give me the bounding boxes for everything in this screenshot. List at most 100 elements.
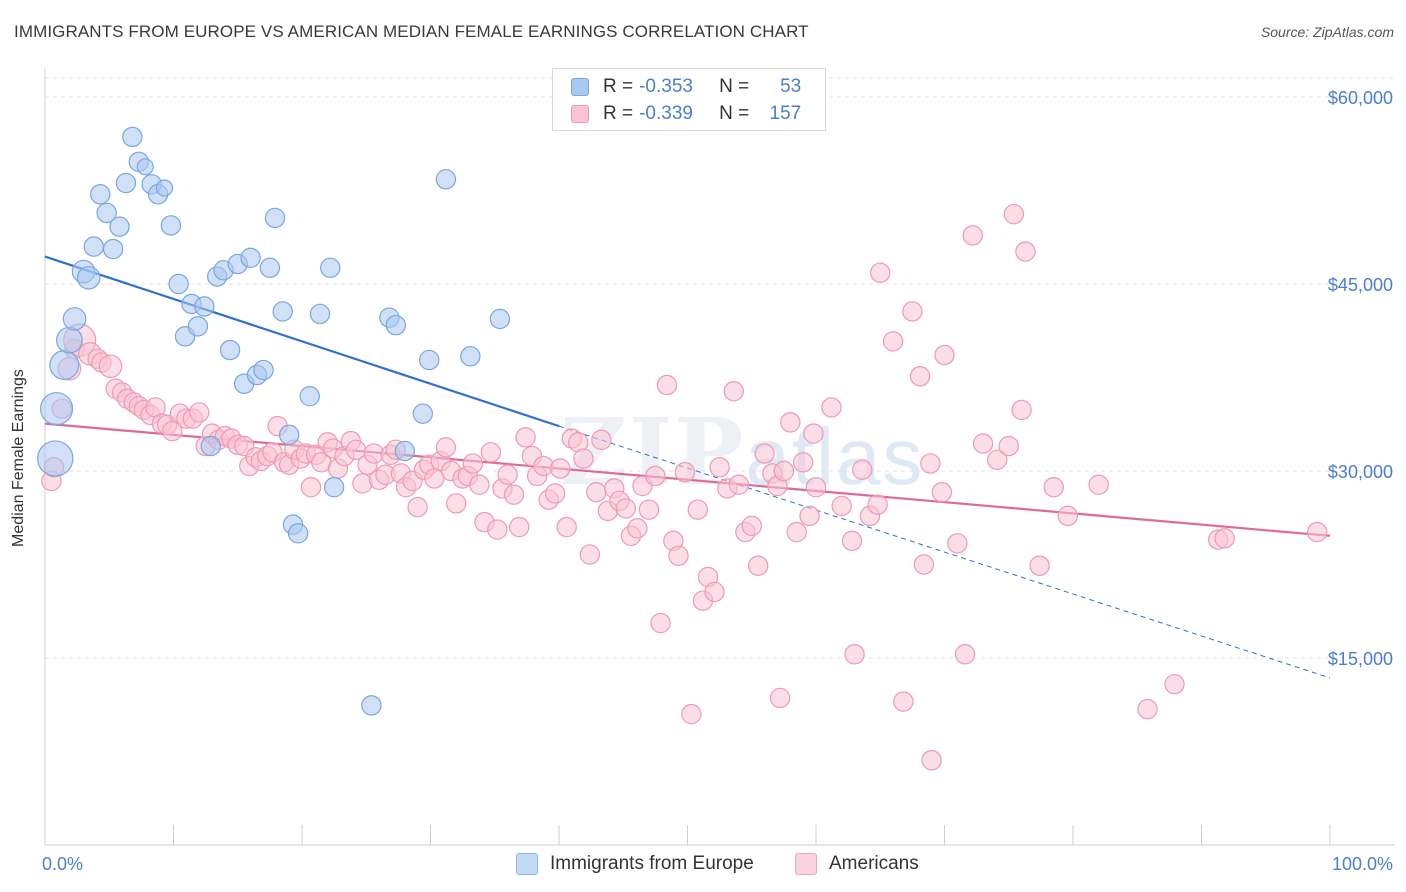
data-point: [122, 126, 143, 148]
data-point: [786, 521, 807, 543]
data-point: [1137, 698, 1158, 720]
data-point: [435, 437, 457, 458]
data-point: [741, 515, 762, 537]
data-point: [867, 494, 888, 515]
data-point: [627, 518, 648, 539]
data-point: [188, 402, 210, 423]
data-point: [515, 427, 536, 448]
data-point: [115, 172, 137, 194]
data-point: [870, 262, 891, 283]
data-point: [921, 750, 942, 771]
legend-r-value: -0.353: [639, 76, 693, 97]
data-point: [352, 473, 373, 494]
bottom-legend-immigrants: Immigrants from Europe: [516, 852, 754, 876]
data-point: [882, 331, 904, 352]
data-point: [49, 350, 80, 381]
data-point: [1043, 477, 1064, 498]
data-point: [489, 308, 511, 330]
data-point: [1057, 505, 1079, 527]
data-point: [831, 495, 852, 517]
data-point: [320, 257, 341, 278]
data-point: [893, 691, 914, 712]
data-point: [272, 301, 293, 322]
data-point: [219, 339, 241, 361]
data-point: [299, 386, 320, 407]
data-point: [747, 555, 769, 576]
x-tick-label: 100.0%: [1332, 854, 1393, 874]
trend-line-immigrants: [44, 255, 560, 428]
data-point: [728, 474, 750, 495]
data-point: [1015, 241, 1036, 262]
bottom-legend-label-immigrants: Immigrants from Europe: [550, 853, 754, 874]
bottom-legend-swatch-americans: [795, 853, 817, 875]
bottom-legend-americans: Americans: [795, 852, 919, 876]
data-point: [187, 316, 209, 337]
data-point: [1088, 474, 1109, 495]
data-point: [155, 179, 174, 197]
data-point: [920, 453, 941, 474]
data-point: [792, 452, 814, 473]
legend-n-value: 157: [769, 103, 802, 124]
data-point: [780, 412, 801, 433]
legend-n-label: N =: [719, 76, 750, 97]
source-label: Source: ZipAtlas.com: [1260, 24, 1394, 40]
data-point: [1164, 673, 1185, 695]
data-point: [803, 423, 824, 444]
data-point: [83, 236, 105, 257]
data-point: [769, 687, 791, 709]
data-point: [773, 460, 795, 482]
legend-row-immigrants: R = -0.353 N = 53: [571, 76, 801, 98]
legend-r-value: -0.339: [639, 103, 693, 124]
data-point: [586, 481, 607, 503]
data-point: [544, 483, 566, 504]
data-point: [62, 307, 87, 331]
data-point: [508, 516, 530, 538]
data-point: [615, 498, 637, 519]
data-point: [503, 484, 525, 505]
data-point: [934, 344, 955, 366]
legend-swatch-immigrants: [571, 78, 589, 96]
data-point: [136, 158, 154, 176]
data-point: [533, 455, 554, 477]
y-tick-label: $15,000: [1328, 649, 1393, 669]
chart-title: IMMIGRANTS FROM EUROPE VS AMERICAN MEDIA…: [14, 22, 809, 41]
data-point: [954, 644, 976, 665]
data-point: [102, 238, 124, 260]
data-point: [947, 533, 968, 554]
data-point: [668, 545, 689, 566]
data-point: [841, 530, 863, 552]
data-point: [844, 644, 865, 665]
legend-swatch-americans: [571, 105, 589, 123]
data-point: [56, 326, 83, 354]
bottom-legend-label-americans: Americans: [829, 853, 919, 874]
legend-n-value: 53: [780, 76, 802, 97]
data-point: [909, 366, 931, 387]
legend-r-label: R =: [603, 103, 634, 124]
data-point: [98, 354, 123, 379]
series-immigrants-from-europe: [37, 126, 511, 716]
data-point: [37, 440, 74, 477]
data-point: [194, 296, 215, 317]
data-point: [645, 465, 666, 487]
data-point: [96, 202, 117, 224]
data-point: [309, 303, 331, 325]
data-point: [650, 612, 671, 634]
x-tick-labels: 0.0% 100.0%: [42, 854, 1393, 874]
data-point: [972, 433, 994, 454]
series-americans: [41, 203, 1328, 771]
data-point: [852, 459, 873, 480]
data-point: [76, 265, 101, 290]
data-point: [240, 247, 261, 269]
correlation-legend: R = -0.353 N = 53 R = -0.339 N = 157: [552, 68, 826, 131]
data-point: [300, 477, 322, 498]
data-point: [681, 703, 702, 725]
data-point: [1003, 203, 1025, 225]
data-point: [962, 225, 983, 246]
data-point: [259, 257, 281, 278]
legend-r-label: R =: [603, 76, 634, 97]
data-point: [805, 477, 827, 498]
data-point: [638, 499, 660, 520]
data-point: [556, 516, 577, 538]
data-point: [264, 207, 286, 229]
data-point: [913, 554, 935, 575]
